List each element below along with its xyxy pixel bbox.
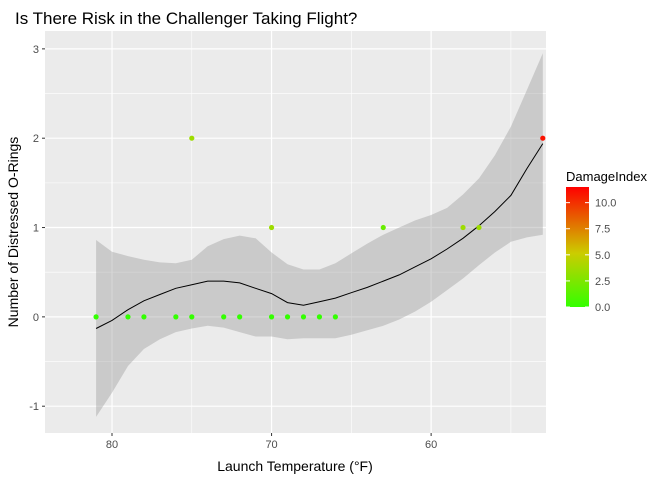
- data-point: [125, 314, 131, 320]
- y-tick-label: 3: [33, 44, 39, 56]
- data-point: [332, 314, 338, 320]
- confidence-band: [96, 53, 543, 417]
- x-tick-label: 60: [425, 439, 437, 451]
- chart-title: Is There Risk in the Challenger Taking F…: [15, 9, 357, 28]
- x-tick-label: 70: [265, 439, 277, 451]
- y-tick-label: 2: [33, 133, 39, 145]
- data-point: [284, 314, 291, 320]
- smooth-trend-line: [95, 143, 544, 329]
- legend: DamageIndex 0.0 2.5 5.0 7.5 10.0: [566, 169, 647, 314]
- data-point: [476, 224, 482, 231]
- data-point: [141, 314, 147, 320]
- data-point: [268, 224, 275, 231]
- data-point: [316, 314, 323, 320]
- data-point: [93, 314, 99, 320]
- data-point: [300, 314, 307, 320]
- data-point: [540, 135, 546, 141]
- legend-tick-label: 2.5: [595, 276, 610, 288]
- legend-tick-label: 7.5: [595, 224, 610, 236]
- plot-panel: [45, 31, 546, 433]
- legend-tick-label: 5.0: [595, 250, 610, 262]
- data-point: [189, 314, 195, 320]
- legend-tick-label: 0.0: [595, 302, 610, 314]
- x-tick-label: 80: [106, 439, 118, 451]
- y-axis-title: Number of Distressed O-Rings: [5, 137, 21, 328]
- y-axis-ticks: -1 0 1 2 3: [29, 44, 45, 413]
- data-points: [93, 135, 546, 320]
- data-point: [173, 314, 179, 320]
- data-point: [221, 314, 227, 320]
- x-axis-title: Launch Temperature (°F): [217, 458, 373, 474]
- x-axis-ticks: 80 70 60: [106, 433, 437, 451]
- y-tick-label: 1: [33, 223, 39, 235]
- legend-ticks: 0.0 2.5 5.0 7.5 10.0: [566, 198, 616, 314]
- legend-colorbar: [566, 187, 589, 307]
- y-tick-label: -1: [29, 401, 39, 413]
- legend-tick-label: 10.0: [595, 198, 616, 210]
- data-point: [460, 224, 466, 231]
- data-point: [237, 314, 243, 320]
- data-point: [268, 314, 275, 320]
- data-point: [380, 224, 386, 231]
- y-tick-label: 0: [33, 312, 39, 324]
- data-point: [189, 135, 195, 141]
- legend-title: DamageIndex: [566, 169, 647, 184]
